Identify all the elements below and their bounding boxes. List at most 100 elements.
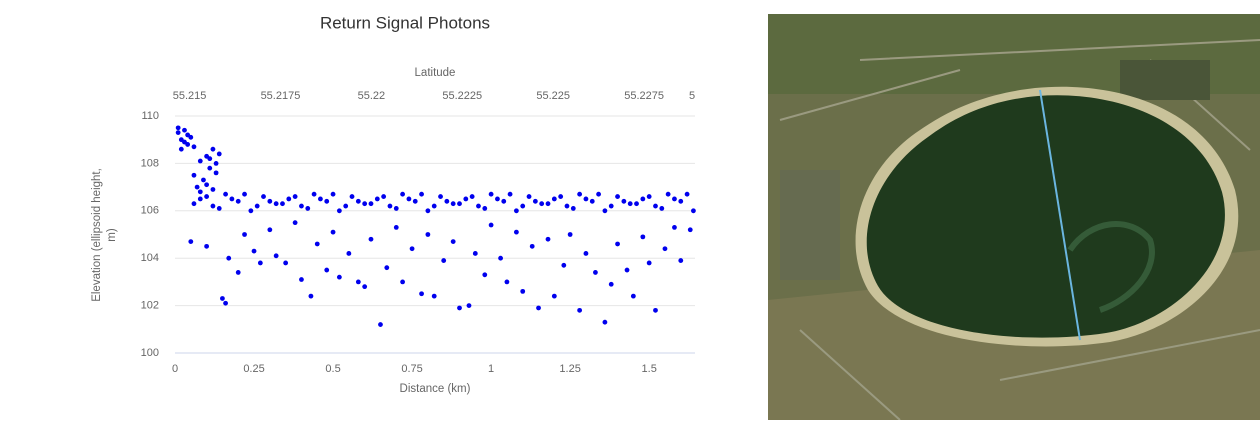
x-axis-title: Distance (km): [400, 383, 471, 395]
photon-point: [489, 223, 494, 228]
photon-point: [346, 251, 351, 256]
photon-point: [590, 199, 595, 204]
photon-point: [229, 197, 234, 202]
photon-point: [419, 291, 424, 296]
photon-point: [286, 197, 291, 202]
y-axis-title: Elevation (ellipsoid height,m): [91, 168, 118, 302]
photon-point: [261, 194, 266, 199]
photon-point: [451, 201, 456, 206]
photon-point: [489, 192, 494, 197]
photon-point: [505, 280, 510, 285]
photon-point: [527, 194, 532, 199]
x-tick-label: 0.75: [401, 363, 422, 375]
photon-point: [274, 253, 279, 258]
x-tick-label: 0.25: [243, 363, 264, 375]
photon-point: [248, 208, 253, 213]
photon-point: [381, 194, 386, 199]
photon-point: [214, 170, 219, 175]
photon-point: [369, 237, 374, 242]
photon-point: [182, 128, 187, 133]
photon-point: [498, 256, 503, 261]
screenshot: Return Signal Photons Latitude Distance …: [0, 0, 1260, 420]
photon-point: [463, 197, 468, 202]
photon-point: [312, 192, 317, 197]
photon-point: [223, 301, 228, 306]
photon-point: [337, 208, 342, 213]
photon-point: [318, 197, 323, 202]
photon-point: [198, 197, 203, 202]
photon-point: [236, 270, 241, 275]
photon-point: [356, 199, 361, 204]
photon-point: [362, 201, 367, 206]
photon-point: [495, 197, 500, 202]
photon-point: [663, 246, 668, 251]
photon-point: [280, 201, 285, 206]
photon-point: [603, 320, 608, 325]
y-tick-label: 110: [141, 110, 159, 122]
photon-point: [211, 187, 216, 192]
photon-point: [653, 204, 658, 209]
photon-point: [195, 185, 200, 190]
photon-point: [631, 294, 636, 299]
photon-point: [678, 199, 683, 204]
photon-point: [558, 194, 563, 199]
y-tick-label: 100: [141, 347, 159, 359]
photon-point: [188, 239, 193, 244]
y-tick-label: 108: [141, 157, 159, 169]
photon-point: [258, 261, 263, 266]
photon-point: [482, 206, 487, 211]
photon-point: [179, 147, 184, 152]
photon-point: [441, 258, 446, 263]
x-tick-label: 1.25: [559, 363, 580, 375]
photon-point: [207, 166, 212, 171]
photon-point: [628, 201, 633, 206]
photon-point: [432, 294, 437, 299]
x2-tick-label: 55.2225: [442, 90, 482, 102]
photon-point: [577, 192, 582, 197]
photon-point: [220, 296, 225, 301]
photon-point: [530, 244, 535, 249]
photon-point: [198, 189, 203, 194]
photon-point: [362, 284, 367, 289]
photon-point: [394, 225, 399, 230]
photon-point: [577, 308, 582, 313]
photon-point: [482, 272, 487, 277]
photon-point: [653, 308, 658, 313]
photon-point: [546, 201, 551, 206]
photon-point: [609, 204, 614, 209]
satellite-image: [768, 14, 1260, 420]
y-tick-label: 104: [141, 252, 159, 264]
photon-point: [407, 197, 412, 202]
photon-point: [571, 206, 576, 211]
x-tick-label: 0.5: [325, 363, 340, 375]
photon-point: [457, 306, 462, 311]
photon-point: [400, 280, 405, 285]
photon-point: [584, 197, 589, 202]
photon-point: [476, 204, 481, 209]
photon-point: [378, 322, 383, 327]
photon-point: [293, 194, 298, 199]
x2-tick-label: 55.215: [173, 90, 207, 102]
photon-point: [331, 230, 336, 235]
photon-point: [514, 208, 519, 213]
photon-point: [451, 239, 456, 244]
photon-point: [192, 201, 197, 206]
photon-point: [457, 201, 462, 206]
photon-point: [584, 251, 589, 256]
photon-point: [223, 192, 228, 197]
photon-point: [568, 232, 573, 237]
photon-point: [217, 152, 222, 157]
photon-point: [242, 232, 247, 237]
chart-title: Return Signal Photons: [320, 13, 490, 32]
photon-point: [267, 199, 272, 204]
photon-point: [508, 192, 513, 197]
y-tick-label: 102: [141, 300, 159, 312]
photon-point: [659, 206, 664, 211]
photon-point: [182, 140, 187, 145]
x2-tick-label: 55.2275: [624, 90, 664, 102]
x2-axis-title: Latitude: [415, 67, 456, 79]
photon-point: [533, 199, 538, 204]
photon-point: [299, 277, 304, 282]
photon-point: [444, 199, 449, 204]
photon-point: [267, 227, 272, 232]
